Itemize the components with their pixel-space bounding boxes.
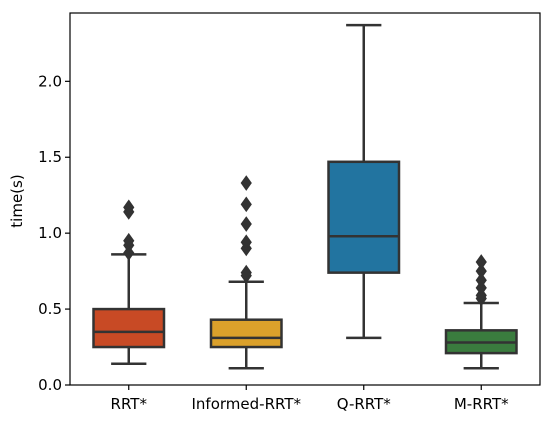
outlier-point <box>240 175 252 191</box>
y-axis-label: time(s) <box>8 174 26 227</box>
y-axis-ticks: 0.0 0.5 1.0 1.5 2.0 <box>38 72 70 394</box>
outlier-point <box>240 196 252 213</box>
outlier-point <box>475 254 487 270</box>
outlier-point <box>475 272 487 289</box>
outlier-point <box>123 199 135 216</box>
box-informed-rrt <box>209 175 283 370</box>
y-tick-label: 2.0 <box>38 72 62 90</box>
y-tick-label: 1.5 <box>38 148 62 166</box>
box-rrt <box>92 199 166 365</box>
x-tick-label: Q-RRT* <box>337 395 392 413</box>
outlier-point <box>475 263 487 279</box>
x-tick-label: M-RRT* <box>454 395 509 413</box>
y-tick-label: 0.5 <box>38 300 62 318</box>
iqr-box <box>209 318 283 349</box>
outlier-point <box>240 264 252 281</box>
box-q-rrt <box>327 23 401 340</box>
x-axis-ticks: RRT* Informed-RRT* Q-RRT* M-RRT* <box>111 385 509 413</box>
outlier-point <box>240 234 252 251</box>
x-tick-label: Informed-RRT* <box>192 395 302 413</box>
box-series <box>92 23 518 370</box>
outlier-point <box>123 232 135 249</box>
box-m-rrt <box>444 254 518 370</box>
iqr-box <box>92 307 166 349</box>
y-tick-label: 1.0 <box>38 224 62 242</box>
iqr-box <box>327 160 401 274</box>
plot-frame <box>69 12 541 386</box>
y-tick-label: 0.0 <box>38 376 62 394</box>
outlier-point <box>240 216 252 232</box>
x-tick-label: RRT* <box>111 395 148 413</box>
